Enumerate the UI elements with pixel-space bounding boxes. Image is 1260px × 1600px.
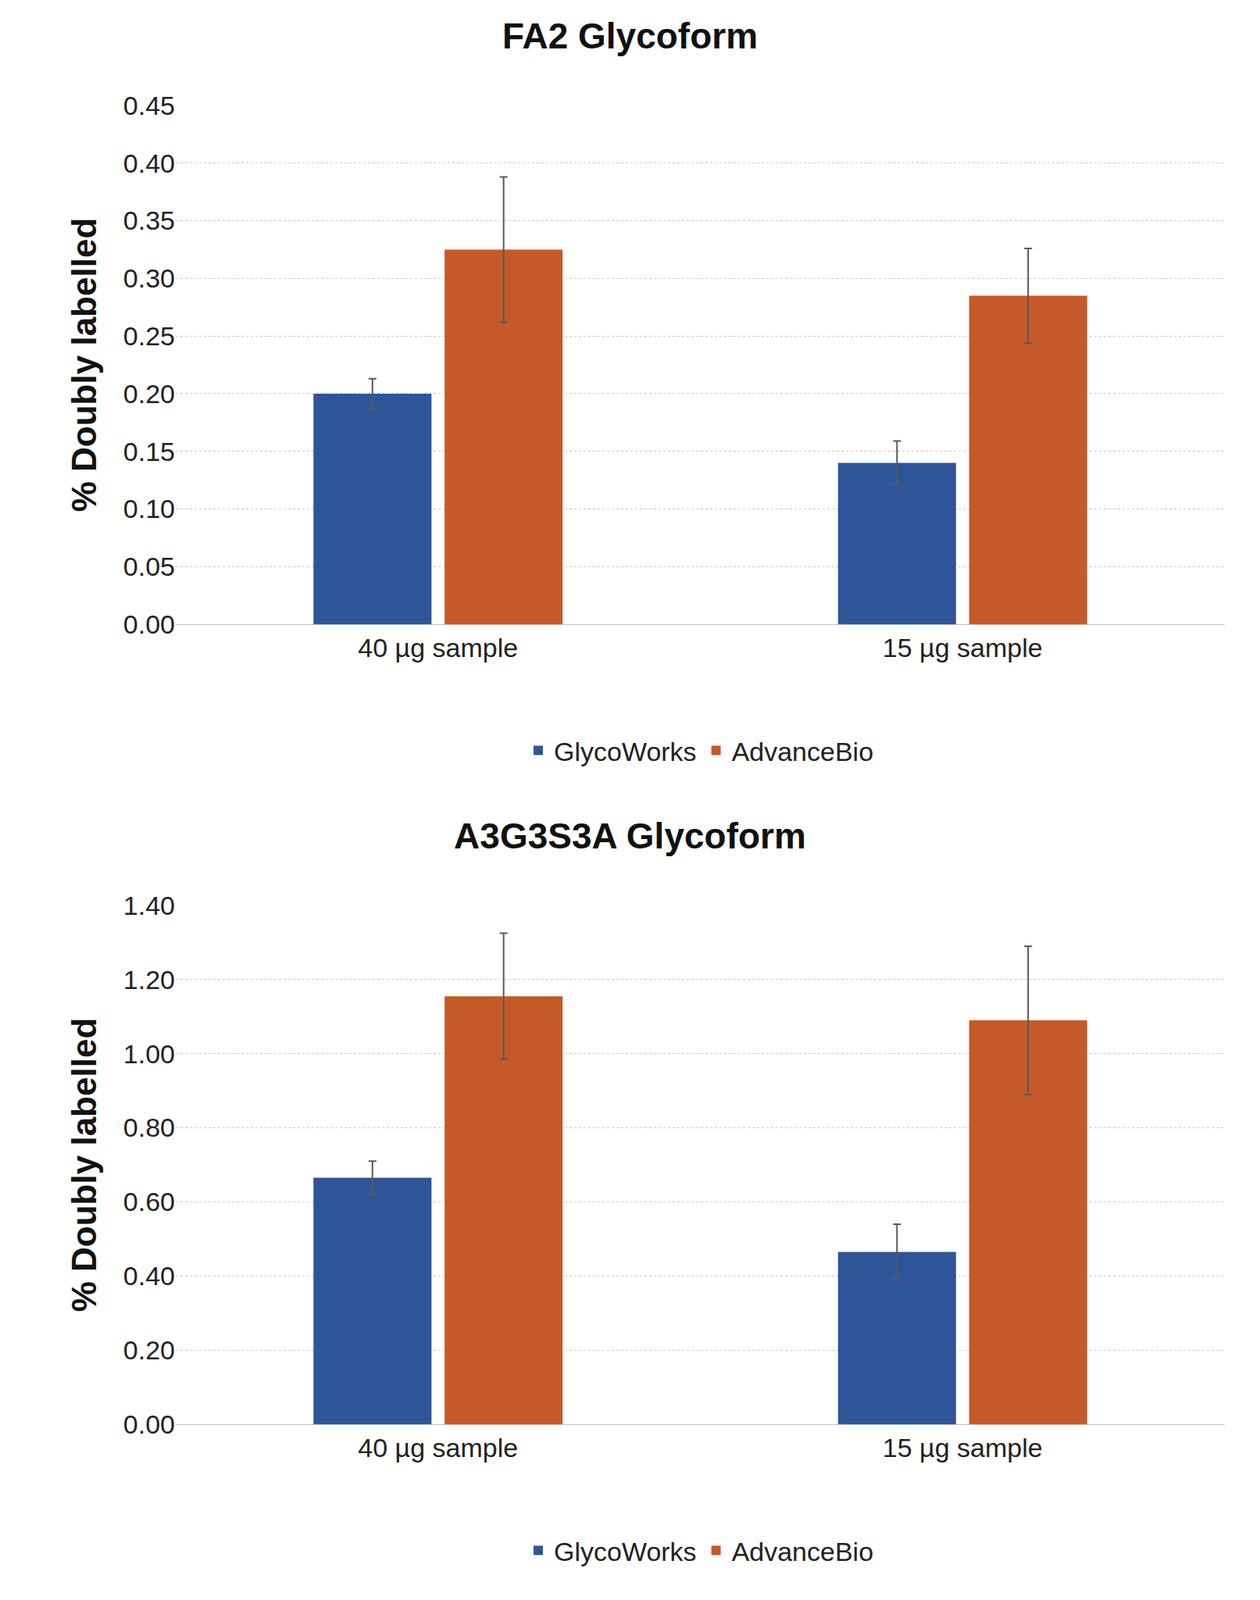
svg-text:15 µg sample: 15 µg sample <box>882 632 1043 663</box>
svg-text:40 µg sample: 40 µg sample <box>357 632 518 663</box>
svg-text:1.20: 1.20 <box>123 964 175 995</box>
svg-text:0.40: 0.40 <box>123 1260 175 1291</box>
svg-text:A3G3S3A Glycoform: A3G3S3A Glycoform <box>453 815 807 857</box>
svg-text:0.10: 0.10 <box>123 493 175 524</box>
svg-text:0.45: 0.45 <box>123 90 175 121</box>
svg-text:GlycoWorks: GlycoWorks <box>553 736 697 767</box>
svg-text:0.15: 0.15 <box>123 436 175 467</box>
svg-text:40 µg sample: 40 µg sample <box>357 1432 518 1463</box>
svg-text:AdvanceBio: AdvanceBio <box>731 736 874 767</box>
svg-text:1.00: 1.00 <box>123 1038 175 1069</box>
svg-text:GlycoWorks: GlycoWorks <box>553 1536 697 1567</box>
svg-text:0.20: 0.20 <box>123 1334 175 1365</box>
svg-text:0.00: 0.00 <box>123 1409 175 1439</box>
svg-text:% Doubly labelled: % Doubly labelled <box>64 217 104 513</box>
svg-text:AdvanceBio: AdvanceBio <box>731 1536 874 1567</box>
svg-text:0.05: 0.05 <box>123 551 175 582</box>
svg-text:0.20: 0.20 <box>123 378 175 409</box>
svg-text:1.40: 1.40 <box>123 890 175 921</box>
svg-text:0.25: 0.25 <box>123 321 175 351</box>
svg-text:0.30: 0.30 <box>123 263 175 293</box>
svg-text:0.80: 0.80 <box>123 1112 175 1143</box>
svg-text:FA2 Glycoform: FA2 Glycoform <box>502 15 758 57</box>
svg-text:0.35: 0.35 <box>123 205 175 236</box>
svg-text:15 µg sample: 15 µg sample <box>882 1432 1043 1463</box>
svg-text:0.40: 0.40 <box>123 148 175 179</box>
svg-text:0.00: 0.00 <box>123 609 175 639</box>
svg-text:0.60: 0.60 <box>123 1186 175 1217</box>
svg-text:% Doubly labelled: % Doubly labelled <box>64 1017 104 1313</box>
